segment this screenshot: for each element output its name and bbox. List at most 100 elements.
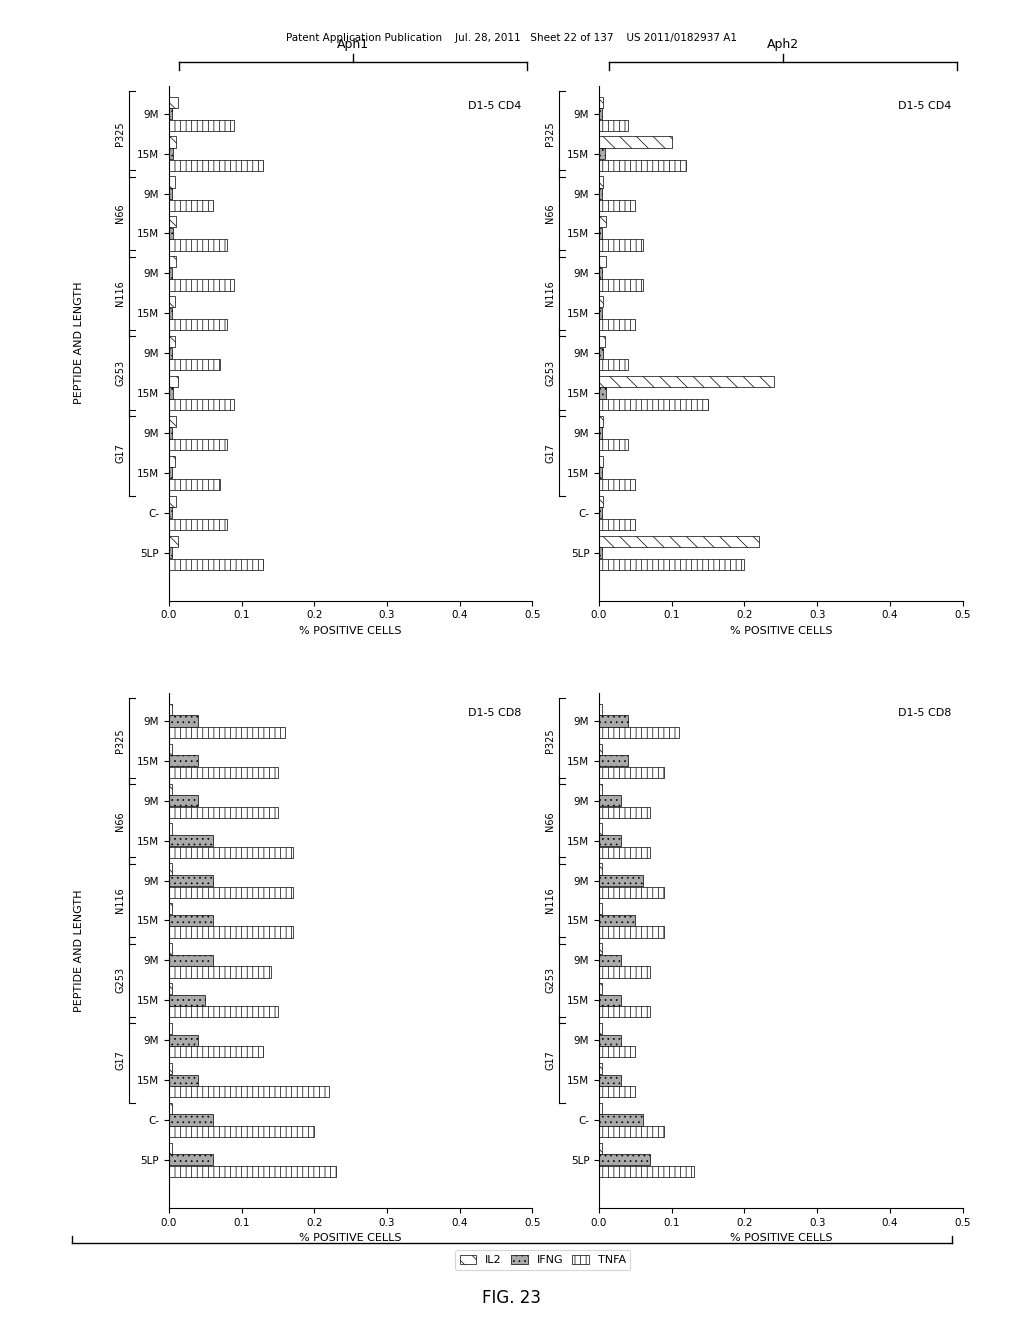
Bar <box>169 1166 336 1177</box>
Bar <box>599 337 605 347</box>
Bar <box>169 160 263 170</box>
Text: Patent Application Publication    Jul. 28, 2011   Sheet 22 of 137    US 2011/018: Patent Application Publication Jul. 28, … <box>287 33 737 44</box>
Bar <box>599 416 603 426</box>
Bar <box>599 1074 621 1085</box>
Text: N116: N116 <box>546 280 555 306</box>
Bar <box>169 96 178 108</box>
Text: Aph2: Aph2 <box>767 38 800 51</box>
Bar <box>169 784 172 795</box>
Bar <box>169 399 234 411</box>
Text: N116: N116 <box>116 887 125 913</box>
Text: P325: P325 <box>116 121 125 147</box>
Bar <box>169 440 227 450</box>
Bar <box>599 239 643 251</box>
Text: D1-5 CD8: D1-5 CD8 <box>468 709 521 718</box>
Bar <box>599 715 628 726</box>
Bar <box>599 199 635 211</box>
Bar <box>169 715 198 726</box>
Text: N116: N116 <box>546 887 555 913</box>
Text: P325: P325 <box>546 121 555 147</box>
Bar <box>599 376 773 387</box>
Text: G253: G253 <box>546 360 555 387</box>
Bar <box>599 995 621 1006</box>
Bar <box>599 863 602 875</box>
Bar <box>169 846 293 858</box>
Bar <box>169 416 176 426</box>
Bar <box>599 1114 643 1126</box>
Bar <box>599 954 621 966</box>
Bar <box>599 440 628 450</box>
Bar <box>599 347 603 359</box>
Bar <box>599 1086 635 1097</box>
Bar <box>169 256 176 268</box>
Bar <box>599 268 602 279</box>
Bar <box>599 536 759 546</box>
Bar <box>169 280 234 290</box>
Legend: IL2, IFNG, TNFA: IL2, IFNG, TNFA <box>456 1250 630 1270</box>
Bar <box>599 824 602 834</box>
Text: D1-5 CD8: D1-5 CD8 <box>898 709 951 718</box>
Bar <box>169 1126 314 1137</box>
Bar <box>169 467 172 478</box>
Bar <box>599 704 602 715</box>
Bar <box>169 546 172 558</box>
Bar <box>169 966 270 978</box>
Bar <box>599 915 635 927</box>
Bar <box>599 807 650 818</box>
Bar <box>169 915 213 927</box>
Bar <box>169 359 220 371</box>
Bar <box>599 177 603 187</box>
Bar <box>169 376 178 387</box>
Bar <box>599 479 635 490</box>
Text: G253: G253 <box>116 360 125 387</box>
Bar <box>599 228 602 239</box>
Bar <box>599 108 602 119</box>
Bar <box>169 319 227 330</box>
Text: G17: G17 <box>546 1051 555 1071</box>
Bar <box>599 903 602 915</box>
Bar <box>169 954 213 966</box>
Bar <box>169 228 173 239</box>
Bar <box>169 120 234 131</box>
Bar <box>599 507 602 519</box>
Text: N116: N116 <box>116 280 125 306</box>
Bar <box>169 1047 263 1057</box>
Bar <box>169 755 198 767</box>
Text: N66: N66 <box>116 203 125 223</box>
Bar <box>169 239 227 251</box>
Bar <box>599 319 635 330</box>
Bar <box>169 1074 198 1085</box>
Bar <box>169 1143 172 1154</box>
Bar <box>599 875 643 886</box>
Bar <box>169 1154 213 1166</box>
Bar <box>169 807 279 818</box>
Bar <box>169 983 172 994</box>
Bar <box>599 1166 693 1177</box>
Bar <box>599 148 605 160</box>
Bar <box>169 887 293 898</box>
Bar <box>169 308 172 319</box>
Bar <box>599 280 643 290</box>
Text: FIG. 23: FIG. 23 <box>482 1288 542 1307</box>
Bar <box>599 428 602 438</box>
Bar <box>169 347 172 359</box>
Text: N66: N66 <box>546 810 555 830</box>
Bar <box>599 388 606 399</box>
Text: Aph1: Aph1 <box>337 38 370 51</box>
Bar <box>169 1102 172 1114</box>
Bar <box>599 1126 665 1137</box>
Bar <box>599 795 621 807</box>
Bar <box>599 120 628 131</box>
Bar <box>599 399 709 411</box>
Bar <box>599 836 621 846</box>
Bar <box>169 727 286 738</box>
Bar <box>599 1006 650 1018</box>
Bar <box>599 1154 650 1166</box>
Bar <box>599 296 603 308</box>
Bar <box>169 388 173 399</box>
Bar <box>169 863 172 875</box>
Bar <box>169 507 172 519</box>
Bar <box>599 1047 635 1057</box>
Text: P325: P325 <box>116 729 125 754</box>
Text: G17: G17 <box>546 444 555 463</box>
